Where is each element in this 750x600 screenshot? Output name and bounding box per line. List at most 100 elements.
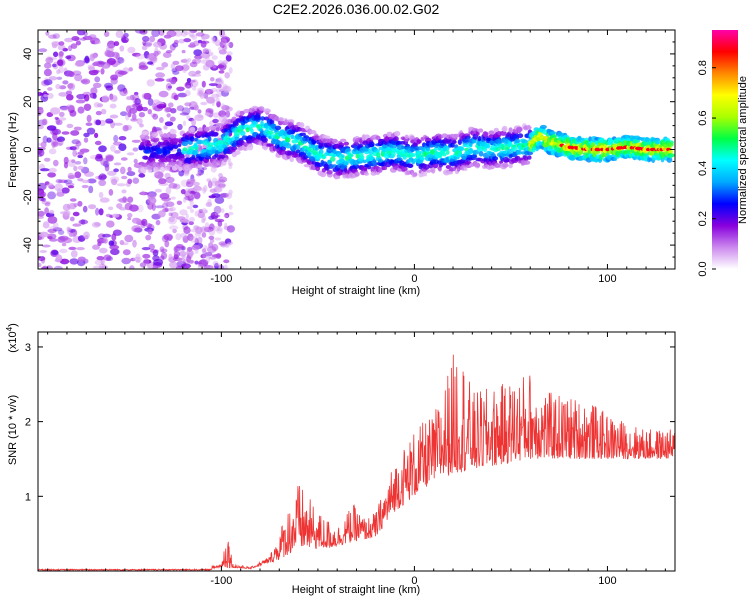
spectrogram-noise-blob bbox=[223, 45, 228, 51]
spectrogram-noise-blob bbox=[109, 94, 118, 103]
spectrogram-noise-blob bbox=[191, 118, 197, 127]
spectrogram-noise-blob bbox=[38, 215, 45, 219]
spectrogram-noise-blob bbox=[172, 228, 177, 234]
spectrogram-noise-blob bbox=[141, 247, 151, 251]
spectrogram-noise-blob bbox=[38, 91, 43, 97]
spectrogram-noise-blob bbox=[58, 92, 68, 97]
spectrogram-noise-blob bbox=[220, 103, 226, 111]
spectrogram-noise-blob bbox=[200, 33, 210, 40]
spectrogram-ridge-blob bbox=[167, 157, 172, 163]
spectrogram-noise-blob bbox=[139, 262, 146, 268]
spectrogram-noise-blob bbox=[197, 109, 202, 114]
spectrogram-noise-blob bbox=[165, 50, 173, 54]
spectrogram-noise-blob bbox=[214, 180, 222, 187]
spectrogram-noise-blob bbox=[210, 165, 217, 173]
spectrogram-noise-blob bbox=[65, 104, 75, 110]
spectrogram-x-label: Height of straight line (km) bbox=[292, 285, 420, 297]
spectrogram-noise-blob bbox=[95, 207, 100, 216]
spectrogram-noise-blob bbox=[46, 137, 52, 143]
spectrogram-noise-blob bbox=[89, 92, 97, 99]
spectrogram-noise-blob bbox=[110, 74, 119, 81]
spectrogram-noise-blob bbox=[152, 265, 158, 269]
spectrogram-ridge-blob bbox=[515, 126, 523, 132]
spectrogram-noise-blob bbox=[228, 204, 233, 210]
spectrogram-noise-blob bbox=[104, 163, 110, 172]
spectrogram-noise-blob bbox=[141, 92, 150, 100]
spectrogram-noise-blob bbox=[211, 99, 215, 107]
spectrogram-noise-blob bbox=[44, 62, 52, 69]
spectrogram-ridge-blob bbox=[502, 162, 509, 168]
spectrogram-ridge-blob bbox=[243, 108, 251, 114]
spectrogram-noise-blob bbox=[132, 147, 139, 152]
spectrogram-noise-blob bbox=[195, 32, 205, 37]
spectrogram-ridge-blob bbox=[449, 167, 457, 172]
spectrogram-ridge-blob bbox=[426, 169, 431, 173]
spectrogram-noise-blob bbox=[151, 126, 157, 134]
spectrogram-noise-blob bbox=[211, 93, 220, 99]
spectrogram-ridge-blob bbox=[516, 149, 522, 155]
spectrogram-noise-blob bbox=[204, 252, 213, 257]
spectrogram-noise-blob bbox=[208, 83, 218, 87]
spectrogram-noise-blob bbox=[228, 162, 233, 166]
spectrogram-noise-blob bbox=[61, 187, 70, 194]
spectrogram-noise-blob bbox=[181, 254, 185, 260]
spectrogram-noise-blob bbox=[192, 86, 197, 91]
spectrogram-marks bbox=[38, 30, 675, 269]
spectrogram-noise-blob bbox=[216, 101, 221, 108]
spectrogram-ridge-blob bbox=[295, 149, 301, 154]
spectrogram-noise-blob bbox=[180, 59, 188, 63]
spectrogram-noise-blob bbox=[221, 105, 230, 111]
spectrogram-noise-blob bbox=[57, 179, 68, 184]
spectrogram-noise-blob bbox=[202, 215, 207, 222]
spectrogram-noise-blob bbox=[202, 167, 208, 170]
spectrogram-noise-blob bbox=[179, 112, 190, 116]
spectrogram-noise-blob bbox=[185, 90, 191, 97]
spectrogram-noise-blob bbox=[218, 173, 223, 178]
spectrogram-noise-blob bbox=[65, 55, 72, 60]
spectrogram-ridge-blob bbox=[322, 155, 327, 159]
spectrogram-noise-blob bbox=[82, 205, 88, 213]
spectrogram-noise-blob bbox=[168, 182, 178, 189]
spectrogram-ridge-blob bbox=[215, 127, 220, 132]
spectrogram-ridge-blob bbox=[203, 158, 209, 164]
spectrogram-ridge-blob bbox=[312, 149, 318, 155]
spectrogram-noise-blob bbox=[164, 240, 170, 248]
spectrogram-noise-blob bbox=[59, 111, 65, 118]
y-tick-label: 3 bbox=[25, 342, 31, 354]
spectrogram-noise-blob bbox=[121, 37, 129, 43]
spectrogram-ridge-blob bbox=[514, 138, 521, 144]
spectrogram-noise-blob bbox=[180, 189, 186, 195]
spectrogram-noise-blob bbox=[58, 117, 67, 121]
x-tick-label: 0 bbox=[411, 273, 417, 285]
snr-x-ticks: -100 0 100 bbox=[47, 332, 666, 587]
spectrogram-noise-blob bbox=[228, 41, 234, 49]
spectrogram-noise-blob bbox=[158, 210, 166, 218]
spectrogram-noise-blob bbox=[158, 178, 167, 185]
spectrogram-noise-blob bbox=[109, 93, 114, 100]
spectrogram-noise-blob bbox=[77, 151, 85, 155]
spectrogram-noise-blob bbox=[57, 59, 64, 66]
spectrogram-noise-blob bbox=[201, 37, 206, 41]
spectrogram-noise-blob bbox=[53, 265, 63, 269]
spectrogram-noise-blob bbox=[125, 112, 130, 121]
spectrogram-noise-blob bbox=[149, 55, 158, 64]
spectrogram-noise-blob bbox=[63, 210, 71, 216]
spectrogram-noise-blob bbox=[116, 183, 126, 187]
spectrogram-noise-blob bbox=[220, 79, 224, 85]
spectrogram-noise-blob bbox=[73, 145, 80, 150]
spectrogram-noise-blob bbox=[123, 32, 129, 38]
spectrogram-noise-blob bbox=[212, 64, 217, 69]
spectrogram-noise-blob bbox=[152, 113, 159, 120]
spectrogram-noise-blob bbox=[55, 138, 62, 142]
spectrogram-noise-blob bbox=[72, 211, 80, 217]
spectrogram-noise-blob bbox=[168, 253, 173, 260]
spectrogram-noise-blob bbox=[184, 188, 191, 195]
spectrogram-noise-blob bbox=[154, 188, 162, 193]
spectrogram-noise-blob bbox=[97, 241, 102, 247]
spectrogram-noise-blob bbox=[73, 165, 78, 172]
spectrogram-noise-blob bbox=[172, 70, 180, 75]
spectrogram-noise-blob bbox=[219, 87, 225, 92]
spectrogram-noise-blob bbox=[153, 171, 159, 176]
spectrogram-noise-blob bbox=[109, 103, 117, 109]
spectrogram-ridge-blob bbox=[437, 166, 442, 172]
